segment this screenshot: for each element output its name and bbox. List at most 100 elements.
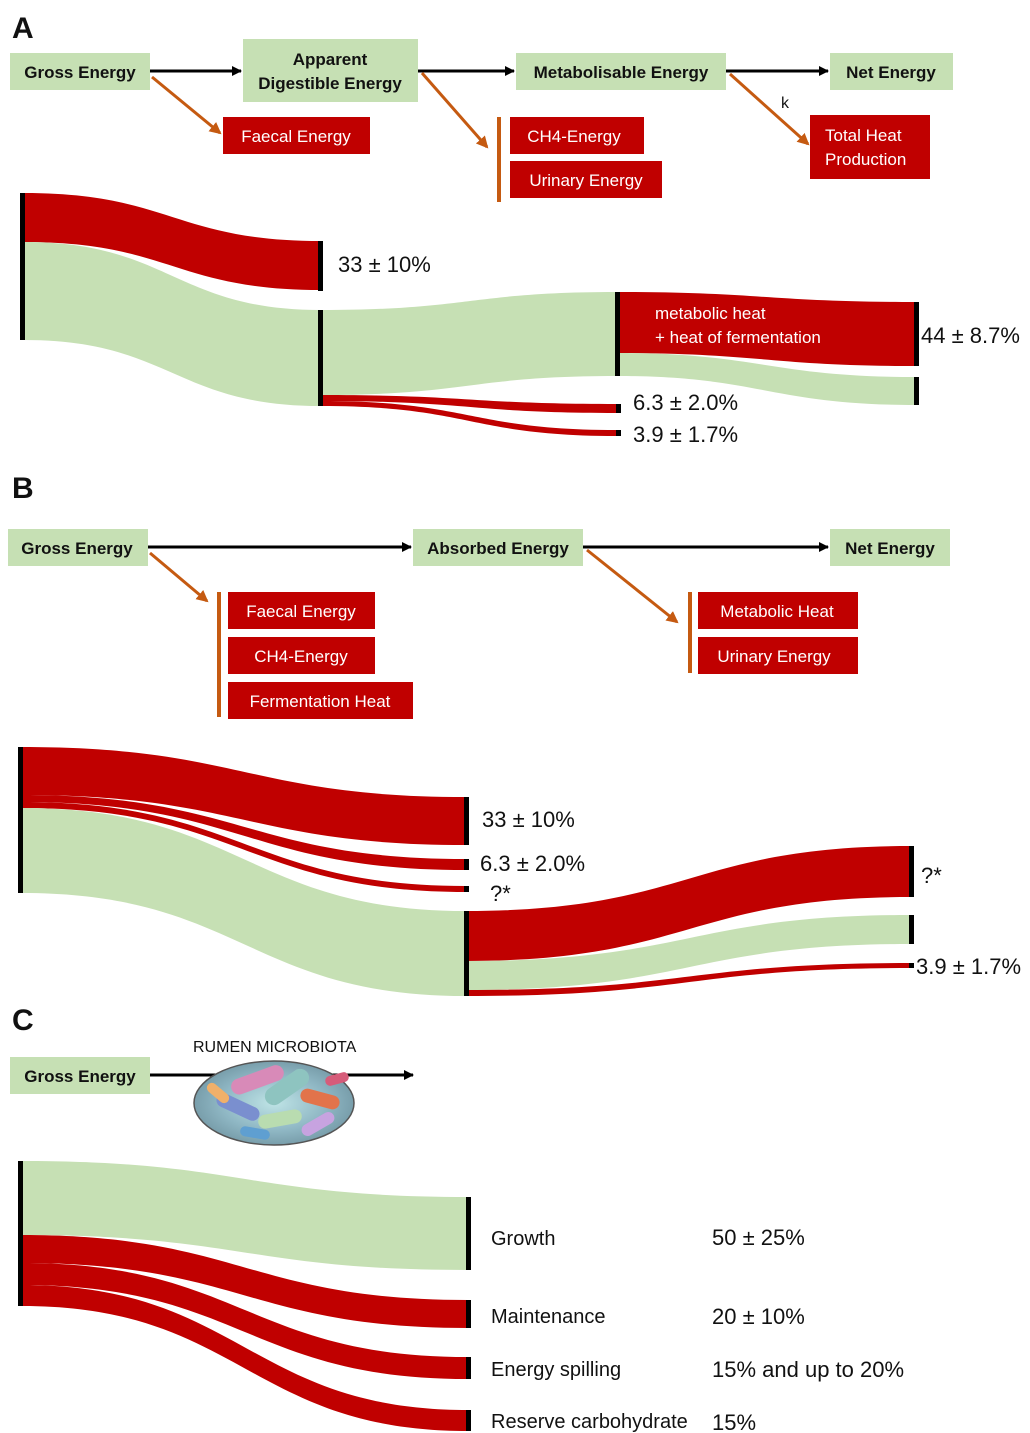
b-faecal-label: Faecal Energy <box>246 602 356 621</box>
a-flow-gross-to-de <box>24 242 321 406</box>
panel-b: B Gross Energy Absorbed Energy Net Energ… <box>8 472 1021 996</box>
a-total-heat-box <box>810 115 930 179</box>
a-apparent-de-label-1: Apparent <box>293 50 368 69</box>
c-value-growth: 50 ± 25% <box>712 1225 805 1250</box>
b-flow-net <box>466 915 911 990</box>
a-apparent-de-label-2: Digestible Energy <box>258 74 402 93</box>
c-value-spilling: 15% and up to 20% <box>712 1357 904 1382</box>
b-flow-metabolic <box>466 846 911 961</box>
b-net-energy-label: Net Energy <box>845 539 935 558</box>
b-ch4-box <box>228 637 375 674</box>
c-label-growth: Growth <box>491 1228 555 1250</box>
b-node-metabolic <box>909 846 914 897</box>
a-orange-arrow-faecal <box>151 75 222 135</box>
a-total-heat-label-2: Production <box>825 150 906 169</box>
c-gross-energy-box <box>10 1057 150 1094</box>
a-node-ch4 <box>616 404 621 413</box>
a-k-label: k <box>781 95 790 112</box>
a-faecal-box <box>223 117 370 154</box>
c-value-reserve: 15% <box>712 1410 756 1433</box>
b-gross-energy-box <box>8 529 148 566</box>
a-net-energy-label: Net Energy <box>846 63 936 82</box>
a-orange-arrow-heat <box>728 72 810 146</box>
b-urinary-label: Urinary Energy <box>717 647 831 666</box>
b-flow-urinary <box>466 963 911 996</box>
c-flow-growth <box>22 1161 468 1270</box>
a-node-heat <box>914 302 919 366</box>
b-absorbed-box <box>413 529 583 566</box>
b-flow-ch4 <box>22 795 466 870</box>
panel-a: A Gross Energy Apparent Digestible Energ… <box>10 12 1020 447</box>
c-node-growth <box>466 1197 471 1270</box>
a-value-ch4: 6.3 ± 2.0% <box>633 390 738 415</box>
a-gross-energy-label: Gross Energy <box>24 63 136 82</box>
b-urinary-box <box>698 637 858 674</box>
b-value-fermentation: ?* <box>490 881 511 906</box>
a-node-urinary <box>616 430 621 436</box>
a-node-faecal <box>318 241 323 291</box>
b-node-absorbed <box>464 911 469 996</box>
a-flow-net <box>617 353 916 405</box>
b-faecal-box <box>228 592 375 629</box>
a-node-me <box>615 292 620 376</box>
a-heat-note-1: metabolic heat <box>655 304 766 323</box>
panel-c: C Gross Energy RUMEN MICROBIOTA Growth <box>10 1004 904 1433</box>
c-value-maintenance: 20 ± 10% <box>712 1304 805 1329</box>
c-label-spilling: Energy spilling <box>491 1359 621 1381</box>
b-node-gross <box>18 747 23 893</box>
b-orange-arrow-2 <box>586 548 679 624</box>
panel-b-letter: B <box>12 472 34 505</box>
a-heat-note-2: + heat of fermentation <box>655 328 821 347</box>
a-ch4-box <box>510 117 644 154</box>
a-node-net <box>914 377 919 405</box>
c-node-gross <box>18 1161 23 1306</box>
b-value-faecal: 33 ± 10% <box>482 807 575 832</box>
b-value-metabolic: ?* <box>921 863 942 888</box>
microbiota-image <box>193 1060 355 1146</box>
b-fermentation-box <box>228 682 413 719</box>
b-value-ch4: 6.3 ± 2.0% <box>480 851 585 876</box>
b-gross-energy-label: Gross Energy <box>21 539 133 558</box>
b-value-urinary: 3.9 ± 1.7% <box>916 954 1021 979</box>
a-metabolisable-label: Metabolisable Energy <box>534 63 709 82</box>
a-ch4-label: CH4-Energy <box>527 127 621 146</box>
c-gross-energy-label: Gross Energy <box>24 1067 136 1086</box>
a-gross-energy-box <box>10 53 150 90</box>
a-flow-ch4 <box>321 395 617 413</box>
c-node-reserve <box>466 1410 471 1431</box>
c-flow-spilling <box>22 1263 468 1379</box>
b-flow-fermentation <box>22 802 466 892</box>
a-value-urinary: 3.9 ± 1.7% <box>633 422 738 447</box>
b-node-net <box>909 915 914 944</box>
a-value-faecal: 33 ± 10% <box>338 252 431 277</box>
a-apparent-de-box <box>243 39 418 102</box>
b-metabolic-box <box>698 592 858 629</box>
c-node-spilling <box>466 1357 471 1379</box>
b-flow-gross-to-absorbed <box>22 808 466 996</box>
b-node-fermentation <box>464 886 469 892</box>
panel-a-letter: A <box>12 12 34 45</box>
c-flow-maintenance <box>22 1235 468 1328</box>
a-flow-urinary <box>321 401 617 436</box>
a-orange-arrow-ch4 <box>420 72 489 149</box>
a-flow-de-to-me <box>321 292 617 395</box>
b-node-ch4 <box>464 859 469 870</box>
a-urinary-box <box>510 161 662 198</box>
b-node-faecal <box>464 797 469 845</box>
c-flow-reserve <box>22 1285 468 1431</box>
b-absorbed-label: Absorbed Energy <box>427 539 569 558</box>
a-faecal-label: Faecal Energy <box>241 127 351 146</box>
b-metabolic-label: Metabolic Heat <box>720 602 834 621</box>
a-flow-heat <box>617 292 916 366</box>
b-node-urinary <box>909 963 914 968</box>
a-node-gross <box>20 193 25 340</box>
panel-c-letter: C <box>12 1004 34 1037</box>
b-ch4-label: CH4-Energy <box>254 647 348 666</box>
b-orange-arrow-1 <box>149 551 209 603</box>
a-flow-faecal <box>24 193 321 290</box>
a-total-heat-label-1: Total Heat <box>825 126 902 145</box>
b-net-energy-box <box>830 529 950 566</box>
a-node-de <box>318 310 323 406</box>
c-node-maintenance <box>466 1300 471 1328</box>
